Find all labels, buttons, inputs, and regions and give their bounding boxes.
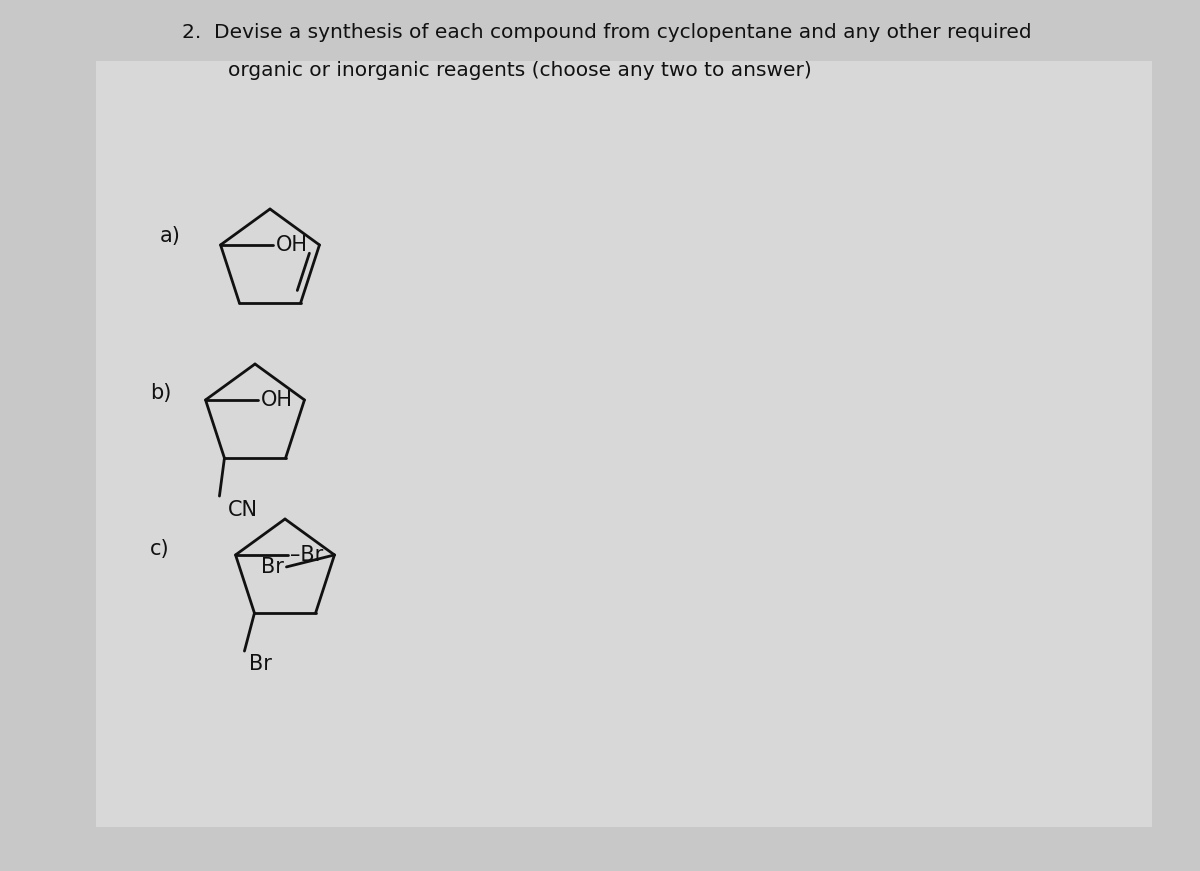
Text: 2.  Devise a synthesis of each compound from cyclopentane and any other required: 2. Devise a synthesis of each compound f… — [182, 23, 1032, 42]
Text: OH: OH — [276, 235, 307, 255]
Text: b): b) — [150, 383, 172, 403]
Text: OH: OH — [260, 390, 293, 410]
Text: Br: Br — [250, 654, 272, 674]
Text: c): c) — [150, 539, 169, 559]
Text: CN: CN — [228, 500, 258, 520]
Text: –Br: –Br — [289, 545, 323, 565]
Text: Br: Br — [260, 557, 283, 577]
Text: a): a) — [160, 226, 181, 246]
Text: organic or inorganic reagents (choose any two to answer): organic or inorganic reagents (choose an… — [228, 61, 811, 80]
